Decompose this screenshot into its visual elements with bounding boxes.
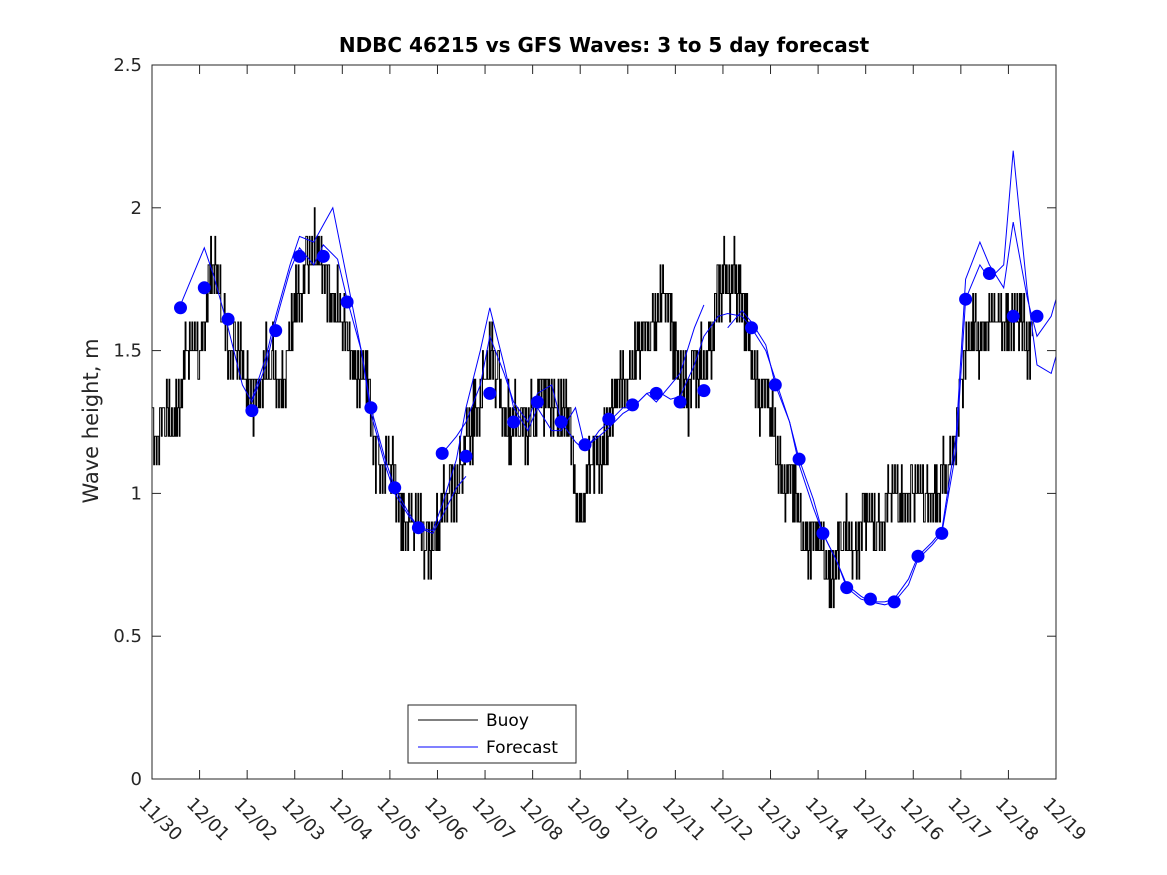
forecast-marker: [364, 401, 378, 415]
forecast-marker: [697, 384, 711, 398]
forecast-marker: [840, 581, 854, 595]
forecast-marker: [221, 312, 235, 326]
chart-title: NDBC 46215 vs GFS Waves: 3 to 5 day fore…: [339, 33, 870, 57]
forecast-marker: [863, 592, 877, 606]
forecast-marker: [388, 481, 402, 495]
y-tick-label: 0: [131, 769, 142, 790]
forecast-marker: [1006, 309, 1020, 323]
legend-box: [407, 704, 577, 764]
x-tick-label: 12/03: [277, 794, 329, 846]
forecast-marker: [459, 449, 473, 463]
buoy-series-line: [152, 207, 1033, 609]
x-tick-label: 12/13: [753, 794, 805, 846]
x-tick-label: 12/01: [182, 794, 234, 846]
forecast-marker: [887, 595, 901, 609]
x-tick-label: 12/19: [1038, 794, 1090, 846]
forecast-marker: [1030, 309, 1044, 323]
forecast-marker: [959, 292, 973, 306]
x-tick-label: 12/10: [610, 794, 662, 846]
chart-series: [152, 150, 1057, 609]
legend-forecast-label: Forecast: [486, 738, 558, 758]
forecast-marker: [245, 404, 259, 418]
y-tick-label: 2: [131, 198, 142, 219]
forecast-marker: [483, 386, 497, 400]
x-tick-label: 12/05: [372, 794, 424, 846]
x-tick-label: 12/08: [515, 794, 567, 846]
y-tick-label: 1: [131, 483, 142, 504]
forecast-marker: [316, 249, 330, 263]
forecast-marker: [673, 395, 687, 409]
forecast-marker: [982, 267, 996, 280]
y-axis-label: Wave height, m: [79, 338, 103, 503]
x-tick-label: 12/17: [943, 794, 995, 846]
x-tick-label: 12/07: [468, 794, 520, 846]
forecast-marker: [269, 324, 283, 338]
forecast-marker: [435, 446, 449, 460]
x-tick-label: 12/12: [705, 794, 757, 846]
x-tick-label: 12/11: [658, 794, 710, 846]
forecast-marker: [554, 415, 568, 429]
y-tick-label: 1.5: [113, 341, 142, 362]
forecast-marker: [745, 321, 758, 335]
forecast-marker: [578, 438, 592, 452]
forecast-marker: [911, 549, 925, 563]
forecast-marker: [293, 249, 306, 263]
forecast-marker: [340, 295, 354, 309]
plot-frame: [151, 64, 1057, 780]
x-tick-label: 12/14: [801, 794, 853, 846]
forecast-marker: [197, 281, 211, 295]
forecast-marker: [768, 378, 782, 392]
x-tick-label: 11/30: [134, 794, 186, 846]
forecast-marker: [411, 521, 425, 535]
x-tick-label: 12/16: [896, 794, 948, 846]
x-tick-label: 12/18: [991, 794, 1043, 846]
forecast-marker: [792, 452, 806, 466]
x-tick-label: 12/09: [563, 794, 615, 846]
legend: Buoy Forecast: [407, 704, 577, 764]
y-tick-label: 2.5: [113, 55, 142, 76]
x-tick-label: 12/02: [230, 794, 282, 846]
x-tick-label: 12/06: [420, 794, 472, 846]
forecast-marker: [816, 526, 830, 540]
forecast-marker: [174, 301, 187, 315]
x-tick-label: 12/15: [848, 794, 900, 846]
x-tick-label: 12/04: [325, 794, 377, 846]
forecast-marker: [507, 415, 521, 429]
legend-buoy-label: Buoy: [486, 711, 529, 731]
forecast-marker: [626, 398, 639, 412]
y-tick-label: 0.5: [113, 626, 142, 647]
forecast-marker: [935, 526, 949, 540]
forecast-marker: [602, 412, 616, 426]
forecast-marker: [530, 395, 544, 409]
forecast-marker: [649, 386, 663, 400]
